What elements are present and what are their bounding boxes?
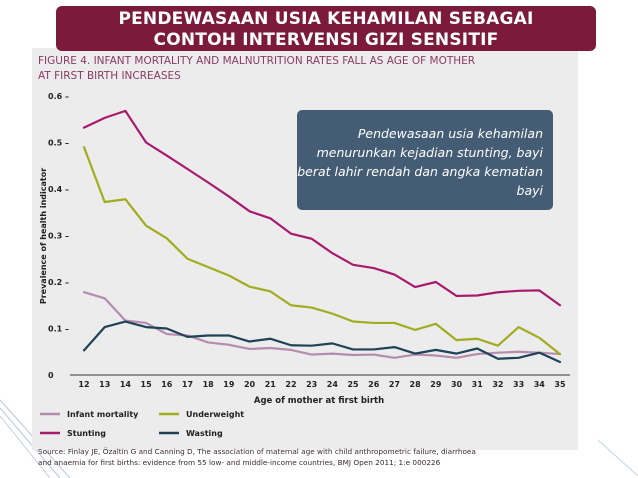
x-tick-label: 31 — [472, 380, 484, 389]
figure-source: Source: Finlay JE, Özaltin G and Canning… — [38, 446, 598, 468]
figure-title-line-2: AT FIRST BIRTH INCREASES — [38, 70, 181, 82]
y-tick-label: 0.2 – — [48, 278, 69, 287]
x-tick-label: 13 — [99, 380, 110, 389]
x-tick-label: 28 — [410, 380, 422, 389]
x-tick-label: 20 — [244, 380, 256, 389]
slide-title-banner: PENDEWASAAN USIA KEHAMILAN SEBAGAI CONTO… — [56, 6, 596, 51]
source-line-2: and anaemia for first births: evidence f… — [38, 458, 441, 467]
callout-text: Pendewasaan usia kehamilan menurunkan ke… — [297, 126, 543, 198]
series-line — [82, 291, 562, 359]
x-tick-label: 17 — [182, 380, 193, 389]
x-tick-label: 21 — [265, 380, 277, 389]
y-tick-label: 0.5 – — [48, 139, 69, 148]
x-tick-label: 19 — [223, 380, 235, 389]
x-tick-label: 23 — [306, 380, 317, 389]
x-tick-label: 34 — [534, 380, 546, 389]
x-tick-label: 35 — [554, 380, 566, 389]
x-tick-label: 32 — [492, 380, 503, 389]
legend-label: Stunting — [67, 429, 106, 438]
callout-box: Pendewasaan usia kehamilan menurunkan ke… — [297, 110, 553, 210]
y-tick-label: 0.1 – — [48, 325, 69, 334]
legend-label: Wasting — [186, 429, 223, 438]
figure-title-line-1: FIGURE 4. INFANT MORTALITY AND MALNUTRIT… — [38, 55, 476, 67]
x-tick-label: 33 — [513, 380, 524, 389]
y-tick-label: 0 — [48, 371, 54, 380]
x-tick-label: 14 — [120, 380, 132, 389]
x-tick-label: 22 — [285, 380, 296, 389]
x-axis-label: Age of mother at first birth — [254, 396, 384, 406]
legend-label: Underweight — [186, 410, 244, 419]
slide-title: PENDEWASAAN USIA KEHAMILAN SEBAGAI CONTO… — [118, 9, 534, 50]
x-tick-label: 26 — [368, 380, 380, 389]
series-line — [82, 109, 562, 307]
figure-title: FIGURE 4. INFANT MORTALITY AND MALNUTRIT… — [38, 54, 475, 84]
series-line — [82, 320, 562, 364]
y-axis-label: Prevalence of health indicator — [39, 168, 48, 304]
x-tick-label: 24 — [327, 380, 339, 389]
x-tick-label: 15 — [141, 380, 153, 389]
x-tick-label: 16 — [161, 380, 173, 389]
x-tick-label: 30 — [451, 380, 463, 389]
y-tick-label: 0.3 – — [48, 232, 69, 241]
x-tick-label: 18 — [203, 380, 215, 389]
x-tick-label: 25 — [347, 380, 359, 389]
legend-label: Infant mortality — [67, 410, 139, 419]
x-tick-label: 27 — [389, 380, 400, 389]
source-line-1: Source: Finlay JE, Özaltin G and Canning… — [38, 447, 476, 456]
y-tick-label: 0.4 – — [48, 185, 69, 194]
x-tick-label: 29 — [430, 380, 442, 389]
x-tick-label: 12 — [78, 380, 89, 389]
series-line — [82, 146, 562, 356]
y-tick-label: 0.6 – — [48, 92, 69, 101]
